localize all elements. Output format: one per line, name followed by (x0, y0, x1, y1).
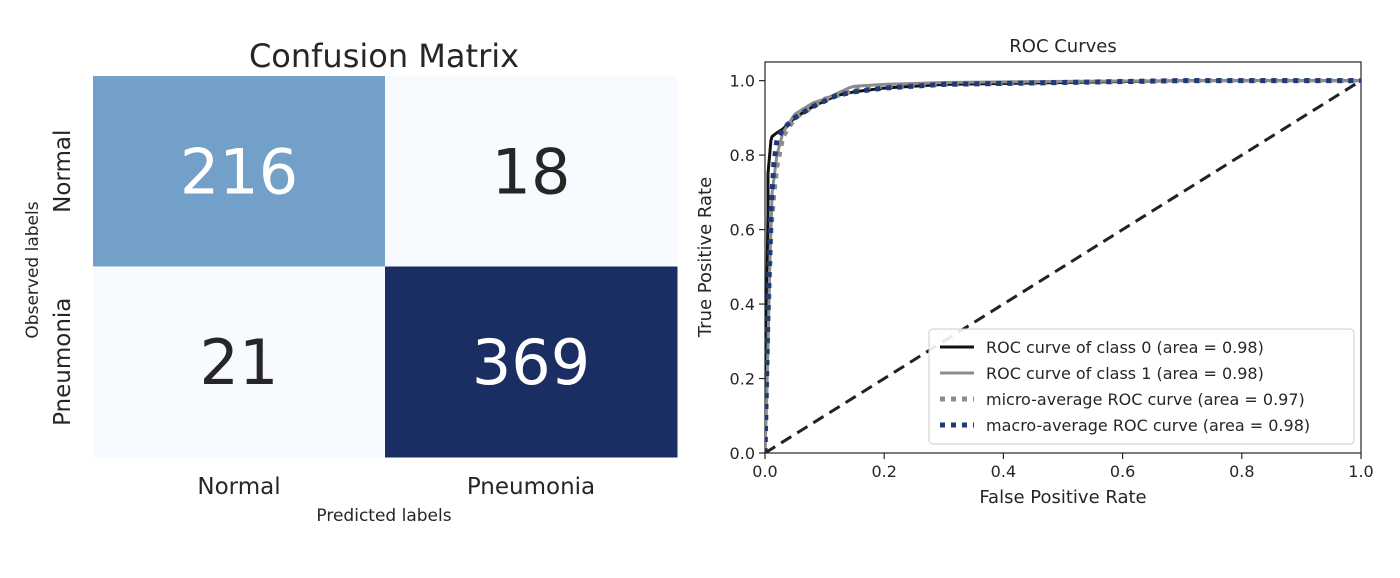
roc-x-ticks: 0.0 0.2 0.4 0.6 0.8 1.0 (752, 453, 1374, 481)
cm-cell-pneumonia-normal (93, 266, 386, 458)
roc-chance-diagonal-line (765, 79, 1361, 453)
roc-y-tick-label: 0.2 (730, 370, 755, 389)
cm-value-pneumonia-normal: 21 (200, 326, 279, 399)
roc-title: ROC Curves (1009, 36, 1116, 57)
cm-value-normal-pneumonia: 18 (492, 135, 571, 208)
cm-value-normal-normal: 216 (180, 135, 298, 208)
confusion-matrix-panel: Confusion Matrix 216 18 21 369 Normal Pneumo… (23, 37, 678, 526)
confusion-matrix-title: Confusion Matrix (249, 37, 519, 75)
roc-x-label: False Positive Rate (979, 487, 1146, 508)
roc-x-tick-label: 0.6 (1110, 462, 1135, 481)
roc-y-label: True Positive Rate (695, 177, 716, 338)
roc-y-ticks: 0.0 0.2 0.4 0.6 0.8 1.0 (730, 72, 765, 463)
roc-x-tick-label: 0.8 (1229, 462, 1254, 481)
roc-legend-label: macro-average ROC curve (area = 0.98) (986, 416, 1310, 435)
roc-legend-box (928, 328, 1355, 445)
cm-x-tick-normal: Normal (197, 474, 280, 500)
roc-series-lines (765, 78, 1361, 453)
cm-cell-normal-normal (93, 76, 386, 267)
roc-line-macro-average-roc-curve (765, 78, 1361, 453)
confusion-matrix-y-ticks: Normal Pneumonia (50, 130, 76, 426)
cm-y-tick-pneumonia: Pneumonia (50, 298, 76, 426)
cm-cell-normal-pneumonia (385, 76, 678, 267)
roc-plot-area (765, 78, 1361, 453)
roc-plot-frame (764, 61, 1362, 454)
roc-x-tick-label: 0.2 (871, 462, 896, 481)
confusion-matrix-cells (93, 76, 678, 458)
confusion-matrix-values: 216 18 21 369 (180, 135, 590, 399)
roc-legend-label: micro-average ROC curve (area = 0.97) (986, 390, 1305, 409)
confusion-matrix-y-label: Observed labels (23, 201, 43, 338)
cm-value-pneumonia-pneumonia: 369 (472, 326, 590, 399)
roc-legend: ROC curve of class 0 (area = 0.98) ROC cu… (928, 328, 1355, 445)
cm-y-tick-normal: Normal (50, 130, 76, 213)
roc-y-tick-label: 1.0 (730, 72, 755, 91)
roc-x-tick-label: 1.0 (1348, 462, 1373, 481)
roc-legend-items: ROC curve of class 0 (area = 0.98) ROC cu… (940, 338, 1310, 435)
confusion-matrix-x-label: Predicted labels (316, 506, 451, 526)
roc-y-tick-label: 0.0 (730, 444, 755, 463)
cm-cell-pneumonia-pneumonia (385, 266, 678, 458)
cm-x-tick-pneumonia: Pneumonia (467, 474, 595, 500)
roc-x-tick-label: 0.4 (991, 462, 1016, 481)
roc-legend-label: ROC curve of class 1 (area = 0.98) (986, 364, 1264, 383)
roc-y-tick-label: 0.6 (730, 221, 755, 240)
roc-panel: ROC Curves 0.0 0.2 0.4 0.6 0.8 1.0 0.00.20.40… (695, 36, 1374, 508)
roc-x-tick-label: 0.0 (752, 462, 777, 481)
roc-legend-label: ROC curve of class 0 (area = 0.98) (986, 338, 1264, 357)
confusion-matrix-x-ticks: Normal Pneumonia (197, 474, 595, 500)
roc-y-tick-label: 0.8 (730, 146, 755, 165)
roc-y-tick-label: 0.4 (730, 295, 755, 314)
